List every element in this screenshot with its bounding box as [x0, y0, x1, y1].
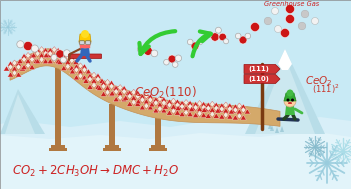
Polygon shape: [21, 57, 27, 62]
Polygon shape: [100, 91, 106, 96]
Polygon shape: [171, 108, 176, 114]
Circle shape: [138, 46, 144, 53]
Polygon shape: [213, 113, 219, 118]
Polygon shape: [215, 108, 221, 113]
Polygon shape: [108, 91, 114, 96]
Polygon shape: [8, 64, 13, 70]
FancyBboxPatch shape: [151, 145, 165, 149]
Polygon shape: [147, 94, 153, 99]
Polygon shape: [174, 99, 180, 104]
Polygon shape: [97, 85, 102, 90]
Circle shape: [51, 54, 57, 60]
Polygon shape: [95, 73, 101, 78]
Polygon shape: [175, 102, 180, 108]
Circle shape: [245, 33, 251, 39]
Polygon shape: [217, 107, 223, 112]
Polygon shape: [15, 61, 21, 66]
Polygon shape: [191, 105, 197, 111]
Polygon shape: [135, 93, 140, 99]
Polygon shape: [233, 107, 238, 113]
Polygon shape: [113, 86, 119, 91]
Polygon shape: [244, 64, 280, 74]
Polygon shape: [184, 109, 188, 115]
Polygon shape: [197, 111, 202, 116]
Polygon shape: [26, 52, 31, 58]
Circle shape: [285, 5, 294, 13]
Polygon shape: [187, 101, 193, 105]
Polygon shape: [244, 109, 250, 114]
Polygon shape: [26, 62, 31, 68]
Circle shape: [187, 39, 193, 45]
Polygon shape: [131, 95, 137, 100]
Polygon shape: [161, 97, 167, 102]
Polygon shape: [87, 73, 93, 78]
Polygon shape: [187, 104, 193, 109]
Polygon shape: [127, 90, 133, 95]
Polygon shape: [39, 46, 44, 53]
Polygon shape: [118, 85, 122, 91]
Polygon shape: [241, 107, 246, 113]
Polygon shape: [285, 106, 295, 115]
Polygon shape: [7, 72, 14, 77]
Polygon shape: [219, 114, 225, 119]
Polygon shape: [143, 99, 150, 104]
Polygon shape: [229, 109, 234, 114]
Polygon shape: [237, 113, 242, 119]
Polygon shape: [153, 100, 158, 106]
FancyBboxPatch shape: [51, 145, 65, 149]
Polygon shape: [47, 48, 53, 53]
Text: (110): (110): [249, 76, 270, 82]
Circle shape: [164, 59, 169, 65]
Polygon shape: [52, 47, 57, 53]
Polygon shape: [193, 112, 199, 118]
FancyBboxPatch shape: [80, 45, 90, 48]
Polygon shape: [80, 47, 90, 56]
Polygon shape: [78, 73, 83, 79]
Polygon shape: [73, 64, 79, 69]
Polygon shape: [51, 53, 57, 58]
Polygon shape: [240, 104, 246, 109]
Polygon shape: [12, 70, 17, 76]
Polygon shape: [29, 53, 35, 58]
Polygon shape: [29, 57, 34, 62]
Polygon shape: [83, 78, 89, 83]
Circle shape: [274, 26, 282, 33]
Polygon shape: [288, 102, 292, 104]
Polygon shape: [17, 58, 23, 64]
Polygon shape: [92, 72, 97, 78]
Polygon shape: [57, 60, 63, 64]
Circle shape: [197, 39, 203, 45]
Text: $CeO_2$: $CeO_2$: [305, 74, 333, 88]
Polygon shape: [65, 60, 71, 64]
Circle shape: [144, 47, 152, 55]
Polygon shape: [188, 107, 195, 112]
Polygon shape: [105, 79, 110, 85]
Circle shape: [301, 10, 309, 18]
Polygon shape: [139, 105, 145, 110]
Polygon shape: [127, 101, 133, 106]
Polygon shape: [157, 96, 163, 102]
Text: $(111)^2$: $(111)^2$: [312, 82, 340, 96]
Polygon shape: [85, 69, 91, 74]
Polygon shape: [223, 112, 228, 118]
Polygon shape: [153, 97, 159, 102]
Circle shape: [224, 39, 229, 44]
Polygon shape: [184, 99, 188, 105]
Polygon shape: [284, 93, 296, 101]
Polygon shape: [193, 105, 198, 111]
FancyBboxPatch shape: [80, 41, 84, 44]
Polygon shape: [180, 104, 185, 109]
Polygon shape: [73, 75, 79, 80]
Polygon shape: [166, 110, 172, 115]
Circle shape: [280, 29, 290, 37]
Polygon shape: [213, 102, 219, 107]
Circle shape: [216, 27, 221, 33]
Polygon shape: [147, 105, 153, 110]
Circle shape: [298, 22, 306, 30]
Polygon shape: [31, 53, 37, 58]
FancyBboxPatch shape: [103, 148, 121, 151]
Polygon shape: [61, 57, 66, 64]
FancyBboxPatch shape: [86, 41, 90, 44]
Polygon shape: [95, 76, 100, 82]
